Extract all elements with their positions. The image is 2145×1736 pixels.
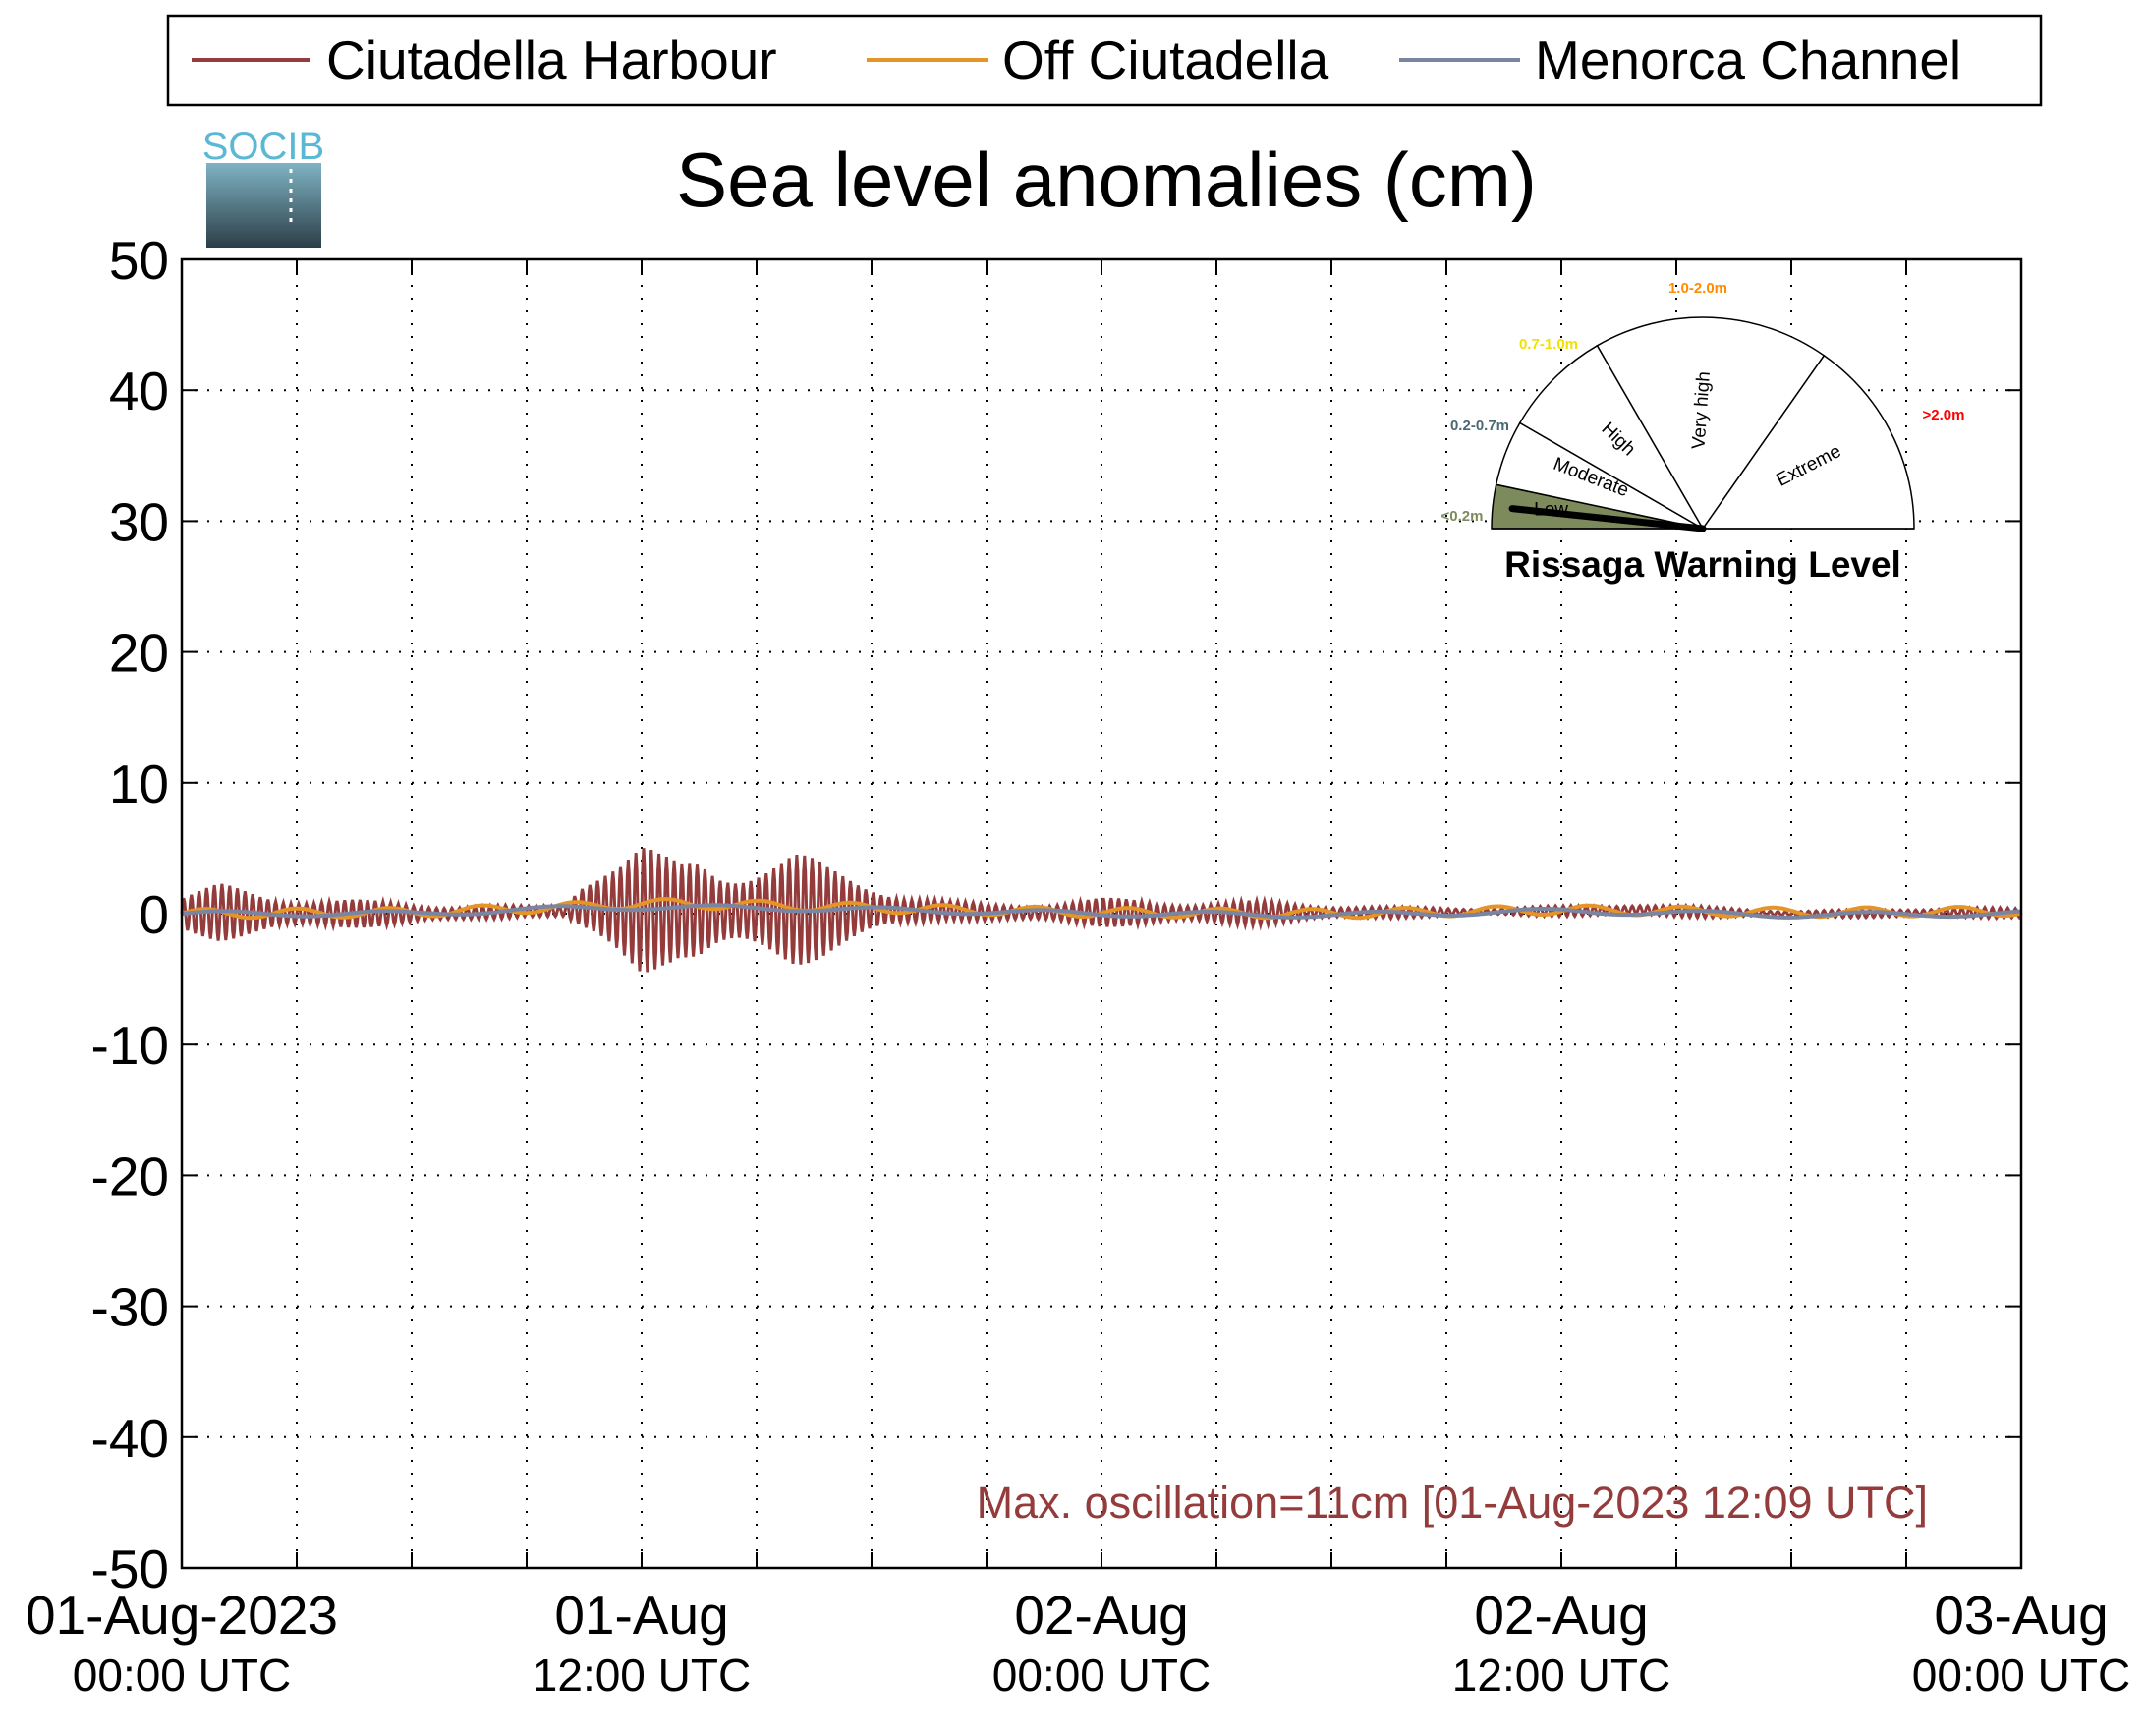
x-tick-label-date: 02-Aug: [1014, 1585, 1188, 1646]
series-layer: [180, 848, 2023, 973]
y-tick-label: -10: [91, 1015, 170, 1076]
y-tick-label: -30: [91, 1277, 170, 1338]
x-tick-label-time: 00:00 UTC: [73, 1650, 291, 1701]
x-tick-label-date: 03-Aug: [1934, 1585, 2108, 1646]
legend-box: [166, 14, 2043, 107]
gauge-range-label: 0.2-0.7m: [1450, 418, 1509, 434]
legend-label-ciutadella-harbour: Ciutadella Harbour: [326, 29, 777, 90]
y-tick-label: -40: [91, 1408, 170, 1469]
y-tick-label: 50: [109, 230, 169, 291]
gauge-sector-high: [1518, 344, 1706, 532]
y-tick-label: 30: [109, 491, 169, 552]
gauge-sector-extreme: [1701, 354, 1915, 530]
chart-title: Sea level anomalies (cm): [676, 137, 1537, 223]
y-tick-label: 10: [109, 754, 169, 814]
x-tick-label-date: 01-Aug-2023: [26, 1585, 338, 1646]
y-axis-tick-labels: -50 -40 -30 -20 -10 0 10 20 30 40 50: [91, 230, 170, 1599]
x-tick-label-date: 02-Aug: [1474, 1585, 1648, 1646]
series-menorca-channel: [181, 903, 2022, 920]
x-tick-label-time: 12:00 UTC: [533, 1650, 751, 1701]
socib-logo: SOCIB: [202, 125, 324, 248]
x-tick-label-time: 00:00 UTC: [992, 1650, 1211, 1701]
y-tick-label: 0: [139, 884, 169, 945]
legend: Ciutadella Harbour Off Ciutadella Menorc…: [166, 14, 2043, 107]
gauge-range-label: >2.0m: [1923, 407, 1965, 423]
gauge-range-label: 1.0-2.0m: [1668, 280, 1727, 297]
plot-frame: [180, 257, 2023, 1570]
legend-label-off-ciutadella: Off Ciutadella: [1002, 29, 1329, 90]
x-tick-label-date: 01-Aug: [554, 1585, 728, 1646]
max-oscillation-annotation: Max. oscillation=11cm [01-Aug-2023 12:09…: [977, 1478, 1928, 1528]
gauge-range-label: 0.7-1.0m: [1519, 336, 1578, 353]
y-tick-label: 20: [109, 623, 169, 684]
gauge-sector-very-high: [1596, 316, 1826, 531]
rissaga-warning-gauge: Rissaga Warning Level LowModerateHighVer…: [1441, 280, 1965, 585]
y-tick-label: 40: [109, 361, 169, 421]
logo-text: SOCIB: [202, 125, 324, 168]
y-tick-label: -20: [91, 1146, 170, 1206]
gauge-title: Rissaga Warning Level: [1504, 544, 1901, 585]
x-tick-label-time: 00:00 UTC: [1912, 1650, 2130, 1701]
logo-block: [206, 163, 321, 248]
legend-label-menorca-channel: Menorca Channel: [1535, 29, 1961, 90]
gauge-range-label: <0.2m: [1441, 508, 1484, 525]
y-tick-label: -50: [91, 1539, 170, 1599]
gauge-needle: [1508, 505, 1707, 532]
x-tick-label-time: 12:00 UTC: [1452, 1650, 1670, 1701]
